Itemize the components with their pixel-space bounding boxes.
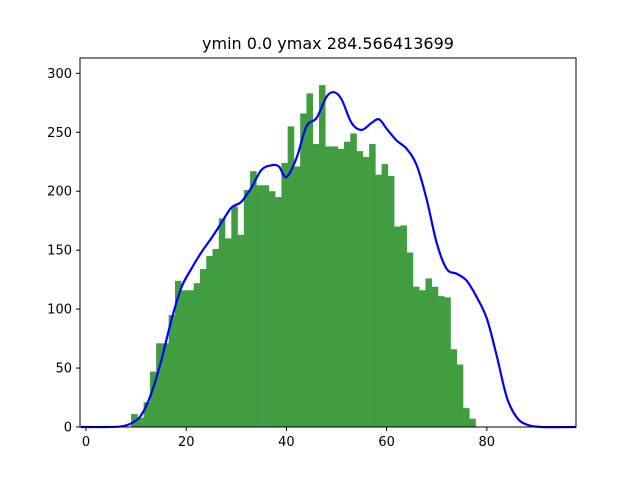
histogram-bar — [419, 290, 426, 427]
histogram-bar — [381, 164, 389, 427]
histogram-bar — [212, 248, 220, 427]
histogram-bar — [337, 148, 345, 427]
histogram-bar — [137, 417, 144, 427]
histogram-bar — [237, 234, 245, 427]
histogram-bar — [199, 269, 207, 427]
x-tick-label: 20 — [178, 435, 195, 450]
histogram-bar — [225, 238, 232, 427]
histogram-bars — [131, 85, 476, 428]
y-tick-label: 100 — [47, 303, 72, 318]
histogram-bar — [369, 144, 376, 427]
histogram-bar — [318, 85, 326, 428]
histogram-bar — [275, 197, 282, 427]
histogram-bar — [387, 175, 395, 427]
histogram-bar — [250, 171, 257, 427]
histogram-bar — [344, 141, 351, 427]
x-axis: 0 20 40 60 80 — [82, 427, 495, 450]
y-tick-label: 150 — [47, 244, 72, 259]
x-tick-label: 40 — [278, 435, 295, 450]
histogram-bar — [444, 297, 451, 427]
histogram-bar — [456, 364, 464, 427]
histogram-bar — [256, 185, 263, 427]
histogram-bar — [156, 343, 163, 427]
histogram-bar — [431, 286, 439, 427]
histogram-bar — [243, 190, 251, 427]
histogram-bar — [168, 315, 176, 427]
histogram-bar — [312, 144, 320, 427]
histogram-bar — [193, 283, 201, 427]
histogram-bar — [450, 349, 458, 427]
histogram-bar — [306, 93, 314, 428]
y-axis: 0 50 100 150 200 250 300 — [47, 67, 80, 436]
histogram-bar — [331, 146, 339, 428]
plot-frame — [79, 57, 577, 428]
histogram-bar — [187, 290, 195, 427]
histogram-bar — [425, 278, 433, 427]
y-tick-label: 200 — [47, 185, 72, 200]
x-tick-label: 60 — [378, 435, 395, 450]
histogram-bar — [206, 256, 213, 427]
histogram-bar — [218, 218, 226, 427]
histogram-bar — [281, 162, 288, 428]
histogram-bar — [406, 252, 414, 427]
y-tick-label: 250 — [47, 126, 72, 141]
y-tick-label: 50 — [55, 362, 72, 377]
histogram-bar — [181, 290, 188, 427]
histogram-bar — [293, 166, 301, 427]
histogram-bar — [262, 185, 270, 427]
x-tick-label: 0 — [82, 435, 90, 450]
chart-title: ymin 0.0 ymax 284.566413699 — [202, 34, 454, 53]
y-tick-label: 300 — [47, 67, 72, 82]
histogram-bar — [412, 286, 420, 427]
histogram-bar — [437, 296, 445, 427]
histogram-bar — [300, 113, 307, 427]
histogram-bar — [463, 408, 470, 427]
histogram-bar — [394, 226, 401, 427]
y-tick-label: 0 — [64, 421, 72, 436]
histogram-bar — [287, 126, 295, 427]
histogram-bar — [149, 371, 157, 427]
histogram-bar — [400, 225, 407, 427]
histogram-bar — [362, 157, 370, 427]
kde-line — [80, 91, 577, 429]
histogram-bar — [350, 133, 357, 427]
histogram-bar — [356, 151, 364, 427]
histogram-bar — [231, 206, 238, 427]
histogram-bar — [469, 418, 476, 427]
histogram-bar — [375, 174, 382, 427]
histogram-bar — [268, 191, 276, 427]
histogram-bar — [143, 402, 151, 427]
x-tick-label: 80 — [479, 435, 496, 450]
histogram-bar — [174, 280, 182, 427]
histogram-bar — [325, 146, 332, 428]
histogram-bar — [162, 343, 169, 427]
